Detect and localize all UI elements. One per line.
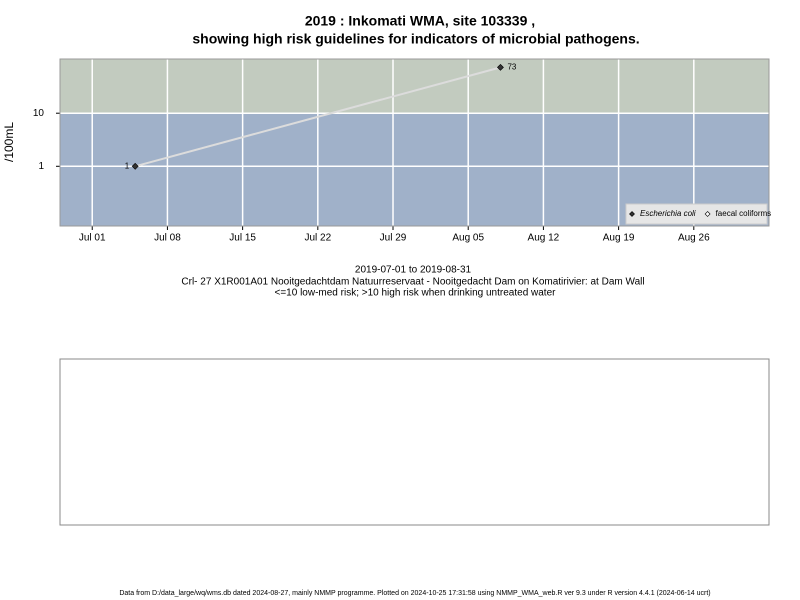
data-label: 73	[507, 62, 516, 71]
plot-border	[59, 58, 770, 227]
x-tick-label: Aug 12	[528, 233, 560, 244]
y-axis-label: /100mL	[2, 122, 16, 162]
legend-label: Escherichia coli	[640, 209, 696, 218]
data-point	[131, 162, 139, 170]
x-tick-label: Aug 05	[452, 233, 484, 244]
empty-panel	[59, 358, 770, 526]
x-tick-label: Aug 19	[603, 233, 635, 244]
band-high	[60, 59, 769, 114]
x-tick-label: Jul 01	[79, 233, 106, 244]
legend-marker	[629, 211, 635, 217]
caption: <=10 low-med risk; >10 high risk when dr…	[275, 288, 557, 299]
y-tick-label: 10	[33, 108, 45, 119]
x-tick-label: Jul 22	[304, 233, 331, 244]
legend-label: faecal coliforms	[716, 209, 772, 218]
chart-subtitle: showing high risk guidelines for indicat…	[192, 31, 639, 47]
caption: Crl- 27 X1R001A01 Nooitgedachtdam Natuur…	[181, 277, 644, 288]
x-tick-label: Aug 26	[678, 233, 710, 244]
footer: Data from D:/data_large/wq/wms.db dated …	[119, 590, 710, 597]
x-tick-label: Jul 15	[229, 233, 256, 244]
x-tick-label: Jul 29	[380, 233, 407, 244]
legend-box	[625, 203, 768, 225]
y-tick-label: 1	[38, 161, 44, 172]
series-line	[134, 66, 501, 168]
legend-marker	[704, 211, 711, 217]
data-point	[497, 63, 504, 71]
data-label: 1	[125, 161, 130, 170]
x-tick-label: Jul 08	[154, 233, 181, 244]
chart-title: 2019 : Inkomati WMA, site 103339 ,	[305, 13, 535, 29]
caption: 2019-07-01 to 2019-08-31	[355, 265, 472, 276]
